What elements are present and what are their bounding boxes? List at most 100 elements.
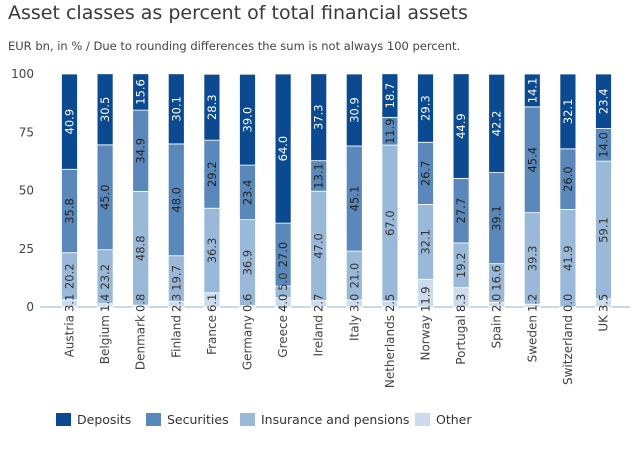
data-label: 59.1 <box>597 217 611 243</box>
bar-segment <box>61 73 78 170</box>
x-category-label: Finland <box>169 315 183 358</box>
bar-segment <box>345 73 363 147</box>
bar-segment <box>310 73 328 162</box>
legend-label: Securities <box>167 412 229 427</box>
y-tick-label: 75 <box>19 125 34 139</box>
data-label: 2.5 <box>383 294 397 312</box>
data-label: 34.9 <box>134 138 148 164</box>
legend-swatch <box>240 413 255 426</box>
legend-label: Other <box>436 412 472 427</box>
data-label: 5.0 <box>276 272 290 290</box>
data-label: 64.0 <box>276 136 290 162</box>
data-label: 47.0 <box>312 233 326 259</box>
bar-segment <box>167 73 185 145</box>
legend-swatch <box>56 413 71 426</box>
data-label: 30.9 <box>347 97 361 123</box>
data-label: 28.3 <box>205 94 219 120</box>
data-label: 21.0 <box>347 263 361 289</box>
y-tick-label: 0 <box>26 300 34 314</box>
data-label: 37.3 <box>312 104 326 130</box>
data-label: 42.2 <box>490 111 504 137</box>
data-label: 26.7 <box>419 161 433 187</box>
data-label: 23.4 <box>597 88 611 114</box>
x-category-label: Denmark <box>134 315 148 370</box>
legend-swatch <box>146 413 161 426</box>
data-label: 18.7 <box>383 83 397 109</box>
x-category-label: Italy <box>347 315 361 341</box>
bar-segment <box>381 73 399 118</box>
data-label: 14.1 <box>525 78 539 104</box>
data-label: 0.0 <box>561 294 575 312</box>
data-label: 39.0 <box>241 107 255 133</box>
x-category-label: Germany <box>241 315 255 370</box>
data-label: 27.7 <box>454 198 468 224</box>
data-label: 45.0 <box>98 184 112 210</box>
data-label: 26.0 <box>561 166 575 192</box>
bar-segment <box>559 73 577 150</box>
legend-swatch <box>415 413 430 426</box>
data-label: 48.0 <box>169 187 183 213</box>
x-category-label: Switzerland <box>561 315 575 385</box>
data-label: 39.3 <box>525 246 539 272</box>
x-category-label: Norway <box>419 315 433 361</box>
bar-segment <box>96 73 114 146</box>
data-label: 20.2 <box>63 263 77 289</box>
bar-segment <box>239 73 256 166</box>
data-label: 39.1 <box>490 205 504 231</box>
data-label: 19.7 <box>169 265 183 291</box>
data-label: 36.9 <box>241 250 255 276</box>
data-label: 45.4 <box>525 147 539 173</box>
data-label: 23.4 <box>241 180 255 206</box>
x-category-label: Greece <box>276 315 290 358</box>
bar-segment <box>203 73 221 141</box>
x-category-label: France <box>205 315 219 355</box>
legend-label: Insurance and pensions <box>261 412 409 427</box>
data-label: 1.4 <box>98 294 112 312</box>
data-label: 29.2 <box>205 161 219 187</box>
data-label: 2.7 <box>312 294 326 312</box>
data-label: 8.3 <box>454 294 468 312</box>
x-category-label: UK <box>597 314 611 332</box>
data-label: 19.2 <box>454 252 468 278</box>
bar-segment <box>452 73 470 179</box>
data-label: 11.9 <box>419 286 433 312</box>
x-category-label: Spain <box>490 315 504 349</box>
data-label: 41.9 <box>561 245 575 271</box>
bar-segment <box>488 73 506 173</box>
data-label: 0.6 <box>241 294 255 312</box>
data-label: 30.1 <box>169 96 183 122</box>
data-label: 14.0 <box>597 132 611 158</box>
y-tick-label: 25 <box>19 242 34 256</box>
bar-segment <box>132 73 150 111</box>
data-label: 3.0 <box>347 294 361 312</box>
data-label: 23.2 <box>98 264 112 290</box>
data-label: 27.0 <box>276 242 290 268</box>
data-label: 30.5 <box>98 96 112 122</box>
x-category-label: Netherlands <box>383 315 397 388</box>
y-tick-label: 50 <box>19 184 34 198</box>
data-label: 2.0 <box>490 294 504 312</box>
data-label: 29.3 <box>419 95 433 121</box>
data-label: 32.1 <box>561 99 575 125</box>
data-label: 48.8 <box>134 235 148 261</box>
data-label: 2.3 <box>169 294 183 312</box>
data-label: 0.8 <box>134 294 148 312</box>
chart-subtitle: EUR bn, in % / Due to rounding differenc… <box>8 39 461 53</box>
data-label: 15.6 <box>134 79 148 105</box>
data-label: 11.9 <box>383 118 397 144</box>
x-category-label: Belgium <box>98 315 112 364</box>
data-label: 13.1 <box>312 163 326 189</box>
data-label: 4.0 <box>276 294 290 312</box>
data-label: 3.1 <box>63 294 77 312</box>
data-label: 1.2 <box>525 294 539 312</box>
data-label: 40.9 <box>63 109 77 135</box>
x-category-label: Sweden <box>525 315 539 362</box>
data-label: 3.5 <box>597 294 611 312</box>
bar-segment <box>523 73 541 108</box>
data-label: 35.8 <box>63 198 77 224</box>
bar-segment <box>274 73 292 224</box>
data-label: 45.1 <box>347 186 361 212</box>
data-label: 32.1 <box>419 229 433 255</box>
x-category-label: Ireland <box>312 315 326 357</box>
